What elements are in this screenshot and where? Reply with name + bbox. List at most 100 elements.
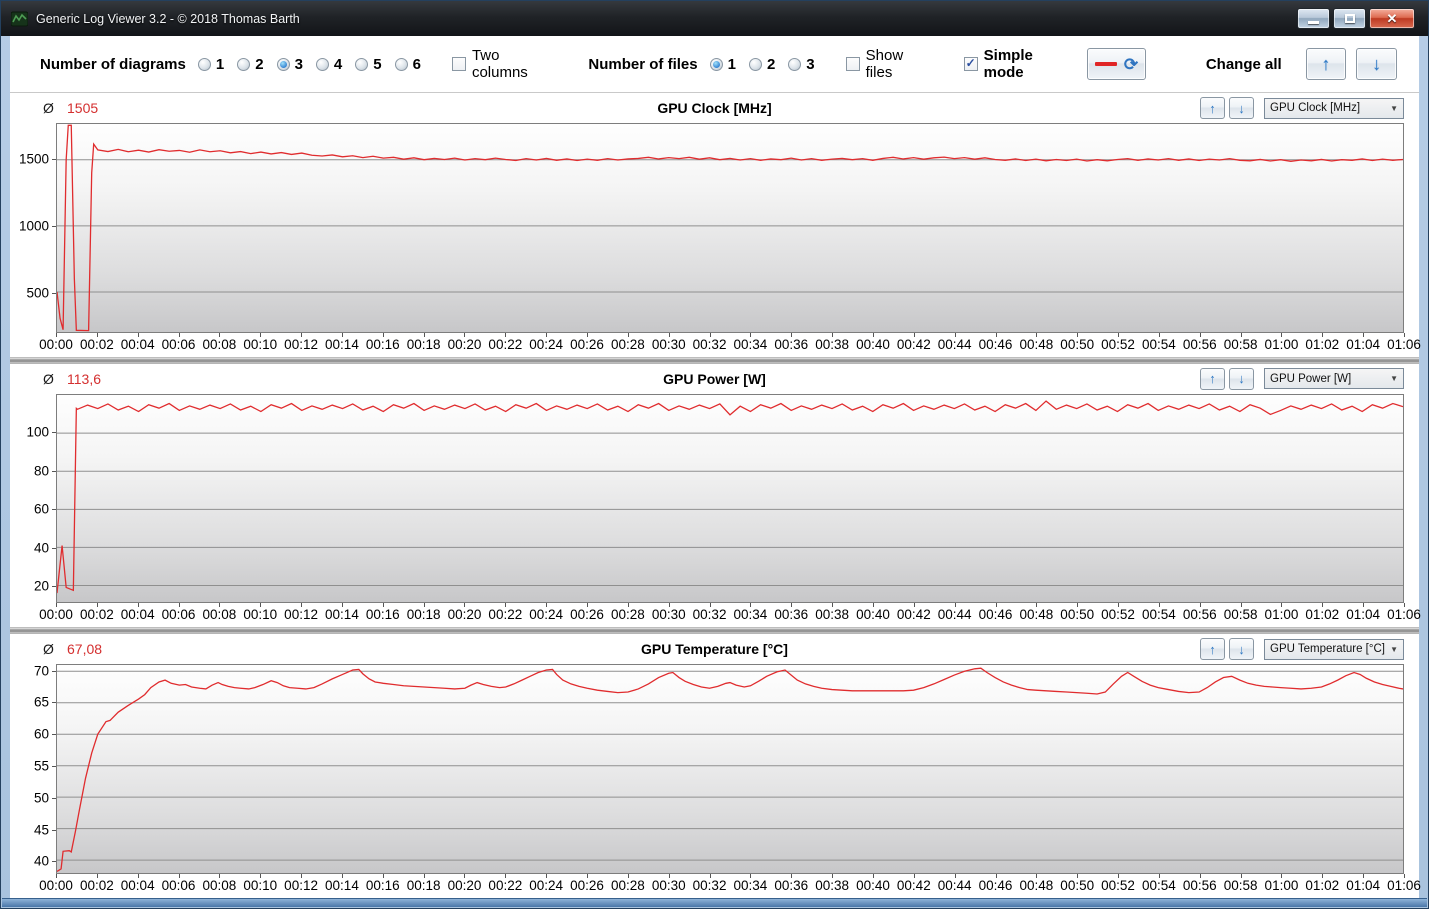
chart-move-down-button[interactable]: ↓ (1229, 97, 1254, 119)
measurement-dropdown[interactable]: GPU Power [W] ▼ (1264, 368, 1404, 390)
x-tick-mark (954, 332, 956, 337)
y-tick-label: 40 (33, 853, 49, 869)
x-tick-label: 00:32 (692, 878, 727, 894)
diagrams-radio-4[interactable]: 4 (315, 56, 342, 73)
x-tick-mark (301, 332, 303, 337)
x-tick-mark (750, 603, 752, 608)
x-tick-label: 00:26 (570, 607, 604, 623)
x-tick-mark (1322, 332, 1324, 337)
measurement-dropdown[interactable]: GPU Temperature [°C] ▼ (1264, 638, 1404, 660)
close-button[interactable]: ✕ (1369, 8, 1415, 29)
diagrams-radio-label: 2 (255, 55, 264, 73)
series-style-button[interactable]: ⟳ (1087, 48, 1146, 80)
x-tick-mark (791, 603, 793, 608)
plot-area (56, 393, 1404, 604)
diagrams-radio-1[interactable]: 1 (197, 56, 224, 73)
x-tick-mark (260, 874, 262, 879)
diagrams-radio-3[interactable]: 3 (276, 56, 303, 73)
y-tick-label: 60 (33, 501, 49, 517)
x-tick-label: 01:02 (1305, 336, 1340, 352)
files-radio-1[interactable]: 1 (709, 56, 736, 73)
x-axis-labels: 00:00 00:02 00:04 00:06 00:08 00:10 00:12 00:14… (39, 603, 1421, 627)
x-tick-mark (137, 874, 139, 879)
x-tick-mark (341, 874, 343, 879)
files-radio-3[interactable]: 3 (788, 55, 815, 73)
x-tick-mark (1199, 332, 1201, 337)
y-tick-label: 20 (33, 578, 49, 594)
show-files-checkbox-box: ✓ (845, 57, 860, 71)
x-tick-label: 00:22 (488, 607, 523, 623)
dropdown-arrow-icon: ▼ (1390, 103, 1398, 113)
change-all-up-button[interactable]: ↑ (1305, 48, 1347, 80)
chart-move-up-button[interactable]: ↑ (1200, 367, 1225, 390)
simple-mode-checkbox[interactable]: ✓ Simple mode (963, 47, 1061, 81)
x-tick-label: 00:48 (1019, 607, 1054, 623)
x-tick-mark (1077, 874, 1079, 879)
x-tick-label: 00:46 (978, 878, 1013, 894)
files-radio-label: 3 (806, 55, 815, 73)
x-tick-mark (913, 874, 915, 879)
x-tick-mark (1036, 332, 1038, 337)
x-tick-mark (1240, 332, 1242, 337)
x-tick-label: 01:04 (1346, 607, 1381, 623)
diagrams-radio-2[interactable]: 2 (237, 55, 264, 73)
x-tick-label: 00:14 (325, 878, 359, 894)
down-arrow-icon: ↓ (1238, 371, 1245, 387)
simple-mode-checkbox-box: ✓ (963, 57, 978, 71)
x-tick-mark (832, 603, 834, 608)
x-tick-mark (709, 332, 711, 337)
radio-icon (197, 57, 211, 71)
x-tick-label: 00:44 (937, 878, 972, 894)
chart-move-down-button[interactable]: ↓ (1229, 367, 1254, 390)
radio-icon (748, 57, 762, 71)
chart-move-up-button[interactable]: ↑ (1200, 97, 1225, 119)
x-tick-label: 00:38 (815, 607, 850, 623)
x-tick-mark (750, 332, 752, 337)
x-tick-label: 00:30 (651, 607, 686, 623)
measurement-dropdown-value: GPU Clock [MHz] (1270, 102, 1361, 114)
chart-panels: Ø 1505 GPU Clock [MHz] ↑ ↓ GPU Clock [MH… (10, 93, 1421, 899)
chart-header: Ø 113,6 GPU Power [W] ↑ ↓ GPU Power [W] … (10, 367, 1419, 394)
two-columns-checkbox[interactable]: ✓ Two columns (451, 47, 544, 81)
x-tick-mark (1404, 603, 1405, 608)
y-tick-mark (52, 586, 56, 588)
chart-move-down-button[interactable]: ↓ (1229, 638, 1254, 661)
measurement-dropdown[interactable]: GPU Clock [MHz] ▼ (1264, 97, 1404, 119)
x-tick-label: 00:06 (161, 336, 196, 352)
x-tick-mark (791, 332, 793, 337)
y-tick-label: 55 (33, 758, 49, 774)
y-axis-labels: 1500 1000 500 (10, 123, 56, 333)
files-radio-2[interactable]: 2 (748, 56, 775, 73)
x-tick-mark (668, 332, 670, 337)
x-tick-label: 00:24 (529, 336, 564, 352)
diagrams-radio-6[interactable]: 6 (394, 56, 421, 73)
x-tick-label: 00:14 (325, 607, 359, 623)
change-all-down-button[interactable]: ↓ (1356, 48, 1398, 80)
average-value: 67,08 (67, 641, 103, 658)
restore-button[interactable] (1333, 8, 1366, 29)
x-tick-mark (1240, 874, 1242, 879)
x-tick-label: 00:28 (610, 336, 645, 352)
x-tick-label: 00:54 (1142, 878, 1176, 894)
window-bottom-border (2, 898, 1427, 907)
panel-separator (10, 356, 1419, 364)
x-tick-label: 00:02 (79, 336, 114, 352)
x-axis-labels: 00:00 00:02 00:04 00:06 00:08 00:10 00:12 00:14… (39, 332, 1421, 357)
x-tick-mark (1118, 603, 1120, 608)
x-tick-mark (1363, 603, 1365, 608)
y-tick-label: 45 (33, 822, 49, 838)
x-tick-label: 00:50 (1060, 336, 1095, 352)
show-files-checkbox[interactable]: ✓ Show files (845, 47, 922, 81)
title-bar[interactable]: Generic Log Viewer 3.2 - © 2018 Thomas B… (1, 1, 1428, 36)
diagrams-radio-5[interactable]: 5 (355, 56, 382, 73)
x-tick-label: 00:58 (1223, 878, 1258, 894)
down-arrow-icon: ↓ (1238, 100, 1245, 116)
chart-title: GPU Clock [MHz] (657, 100, 772, 116)
x-tick-mark (423, 332, 425, 337)
x-tick-mark (464, 603, 466, 608)
minimize-button[interactable] (1297, 8, 1330, 29)
chart-move-up-button[interactable]: ↑ (1200, 638, 1225, 661)
chart-panel-gpu-power: Ø 113,6 GPU Power [W] ↑ ↓ GPU Power [W] … (10, 363, 1421, 628)
